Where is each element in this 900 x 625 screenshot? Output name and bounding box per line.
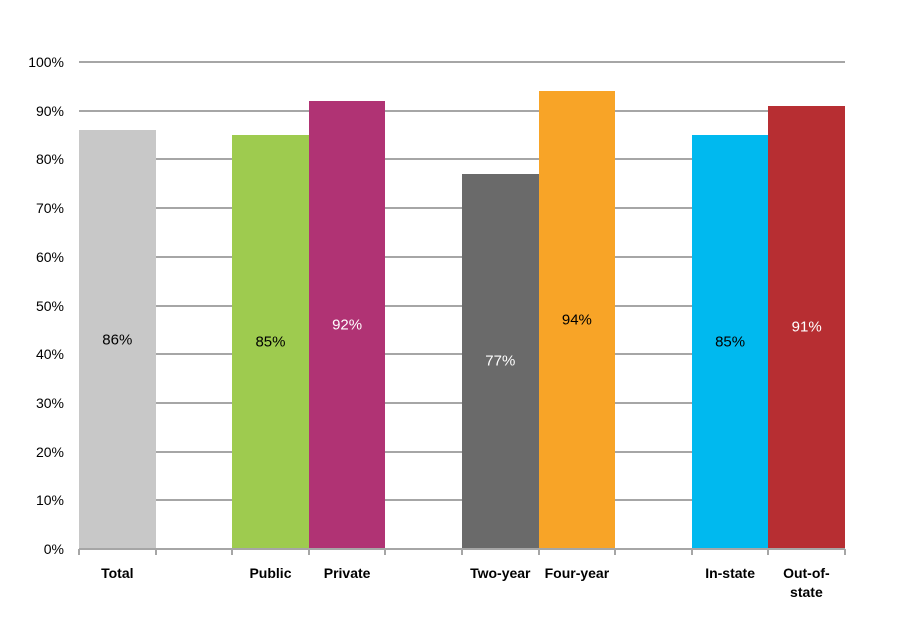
x-tick-label: Total [101,565,134,581]
x-tick-mark [461,549,463,555]
y-tick-label: 70% [35,200,64,217]
x-tick-mark [844,549,846,555]
data-label: 91% [791,318,822,336]
data-label: 86% [102,331,133,349]
y-tick-label: 10% [35,492,64,509]
gridline [79,109,845,112]
data-label: 92% [332,316,363,334]
bar-in-state: 85% [691,135,769,549]
y-tick-label: 60% [35,248,64,265]
y-tick-label: 80% [35,151,64,168]
bar-out-of-state: 91% [768,105,845,549]
x-tick-mark [78,549,80,555]
x-tick-label: In-state [705,565,755,581]
x-tick-mark [767,549,770,555]
x-tick-mark [384,549,387,555]
x-tick-label: Out-of-state [783,565,830,600]
bar-four-year: 94% [538,91,616,549]
x-tick-mark [690,549,693,555]
bar-private: 92% [308,100,386,549]
x-tick-label: Public [249,565,292,581]
x-tick-label: Four-year [544,565,610,581]
data-label: 85% [255,333,286,351]
data-label: 94% [561,311,592,329]
bar-public: 85% [232,135,309,549]
y-tick-label: 40% [35,346,64,363]
y-tick-label: 50% [35,297,64,314]
y-tick-label: 100% [28,54,64,70]
x-tick-label: Private [323,565,371,581]
x-tick-mark [537,549,540,555]
gridline [79,61,845,63]
y-tick-label: 30% [35,394,64,411]
y-tick-label: 0% [43,541,64,557]
x-tick-mark [154,549,157,555]
x-tick-mark [231,549,234,555]
x-tick-mark [614,549,617,555]
x-tick-mark [307,549,310,555]
gridline [79,158,845,161]
data-label: 77% [485,352,516,370]
y-tick-label: 90% [35,102,64,119]
bar-two-year: 77% [462,174,539,549]
x-tick-label: Two-year [470,565,531,581]
data-label: 85% [715,333,746,351]
y-tick-label: 20% [35,443,64,460]
bar-total: 86% [79,130,156,549]
